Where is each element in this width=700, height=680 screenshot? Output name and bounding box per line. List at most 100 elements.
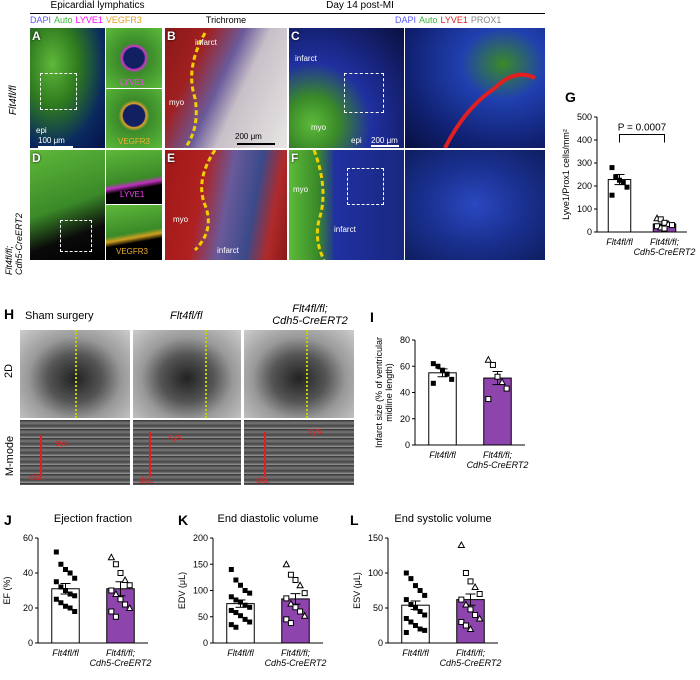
y-tick-label: 200 (577, 181, 592, 191)
scale-bar (38, 146, 73, 148)
data-point (242, 588, 248, 593)
data-point (462, 622, 469, 629)
significance-bracket (619, 134, 665, 143)
vegfr3-label: VEGFR3 (118, 137, 151, 146)
legend-dapi: DAPI (395, 15, 417, 25)
myo-label: myo (169, 98, 185, 107)
infarct-label: infarct (295, 54, 317, 63)
data-point (458, 596, 465, 603)
data-point (287, 599, 295, 607)
echo-2d-sham (20, 330, 130, 418)
data-point (417, 609, 423, 614)
scale-bar (371, 145, 399, 147)
inset-box (40, 73, 77, 110)
data-point (238, 599, 243, 605)
data-point (58, 600, 64, 606)
data-point (624, 184, 630, 190)
data-point (467, 606, 474, 613)
data-point (283, 595, 290, 602)
data-point (408, 619, 414, 625)
data-point (67, 570, 73, 576)
myo-label: myo (173, 215, 189, 224)
vegfr3-label: VEGFR3 (116, 247, 149, 256)
echo-m-cdh5: sys. dia. (244, 420, 354, 485)
y-tick-label: 400 (577, 135, 592, 145)
legend-right: DAPI Auto LYVE1 PROX1 (395, 15, 504, 25)
legend-dapi: DAPI (30, 15, 52, 25)
data-point (238, 582, 243, 588)
data-point (669, 222, 675, 229)
data-point (403, 570, 409, 576)
data-point (485, 396, 492, 403)
data-point (53, 596, 59, 602)
y-tick-label: 150 (193, 559, 208, 569)
panel-label-g: G (565, 89, 576, 105)
data-point (462, 600, 470, 608)
category-label: Flt4fl/fl; Cdh5-CreERT2 (265, 648, 327, 668)
data-point (430, 380, 436, 386)
data-point (108, 587, 115, 594)
data-point (233, 624, 239, 630)
y-axis-label: EF (%) (2, 576, 12, 604)
data-point (247, 619, 253, 625)
data-point (403, 630, 409, 635)
data-point (301, 590, 308, 597)
panel-a-image: epi 100 μm (30, 28, 105, 148)
scale-label: 100 μm (38, 136, 65, 145)
category-label: Flt4fl/fl (52, 648, 80, 658)
panel-label-j: J (4, 512, 12, 528)
data-point (609, 165, 615, 171)
panel-label-c: C (291, 29, 300, 43)
panel-label-k: K (178, 512, 189, 528)
inset-box (344, 73, 384, 113)
data-point (297, 608, 304, 615)
mode-m-label: M-mode (4, 435, 17, 477)
data-point (661, 225, 668, 232)
data-point (413, 583, 418, 589)
data-point (287, 620, 294, 627)
data-point (53, 549, 59, 555)
data-point (112, 613, 119, 620)
data-point (489, 361, 496, 368)
data-point (413, 605, 418, 611)
y-tick-label: 80 (400, 335, 410, 345)
chart-g: 0 100 200 300 400 500 Lyve1/Prox1 cells/mm² Flt… (561, 112, 696, 257)
data-point (58, 584, 64, 590)
data-point (282, 560, 291, 568)
epi-label: epi (36, 126, 47, 135)
data-point (72, 593, 78, 599)
mode-2d-label: 2D (3, 363, 16, 379)
header-trichrome: Trichrome (205, 15, 247, 25)
y-tick-label: 100 (193, 586, 208, 596)
header-day14: Day 14 post-MI (326, 0, 394, 11)
y-axis-label: Lyve1/Prox1 cells/mm² (561, 129, 571, 220)
panel-d-inset-top: LYVE1 (106, 150, 162, 204)
category-label: Flt4fl/fl; Cdh5-CreERT2 (634, 237, 696, 257)
data-point (63, 588, 68, 593)
y-tick-label: 50 (373, 603, 383, 613)
data-point (296, 581, 304, 589)
y-tick-label: 40 (23, 568, 33, 578)
data-point (242, 602, 248, 608)
lyve1-label: LYVE1 (120, 78, 145, 87)
header-day14-rule (165, 13, 545, 14)
data-point (228, 607, 234, 613)
panel-e-image: myo infarct (165, 150, 287, 260)
row-label-top: Flt4fl/fl (8, 85, 19, 115)
category-label: Flt4fl/fl; Cdh5-CreERT2 (467, 450, 529, 470)
echo-m-flt4: sys. dia. (133, 420, 241, 485)
data-point (613, 174, 619, 180)
data-point (228, 622, 234, 628)
panel-a-inset-bottom: VEGFR3 (106, 89, 162, 148)
data-point (117, 570, 124, 576)
chart-j: Ejection fraction 0 20 40 60 EF (%) Flt4fl/fl F… (2, 513, 151, 668)
chart-i: 0 20 40 60 80 Infarct size (% of ventricularm… (374, 335, 529, 470)
y-tick-label: 100 (577, 204, 592, 214)
data-point (620, 180, 626, 186)
sys-label: sys. (55, 438, 72, 448)
chart-title: Ejection fraction (54, 513, 132, 525)
echo-label-sham: Sham surgery (25, 310, 94, 322)
data-point (287, 571, 294, 578)
data-point (72, 575, 78, 581)
panel-label-d: D (32, 151, 41, 165)
